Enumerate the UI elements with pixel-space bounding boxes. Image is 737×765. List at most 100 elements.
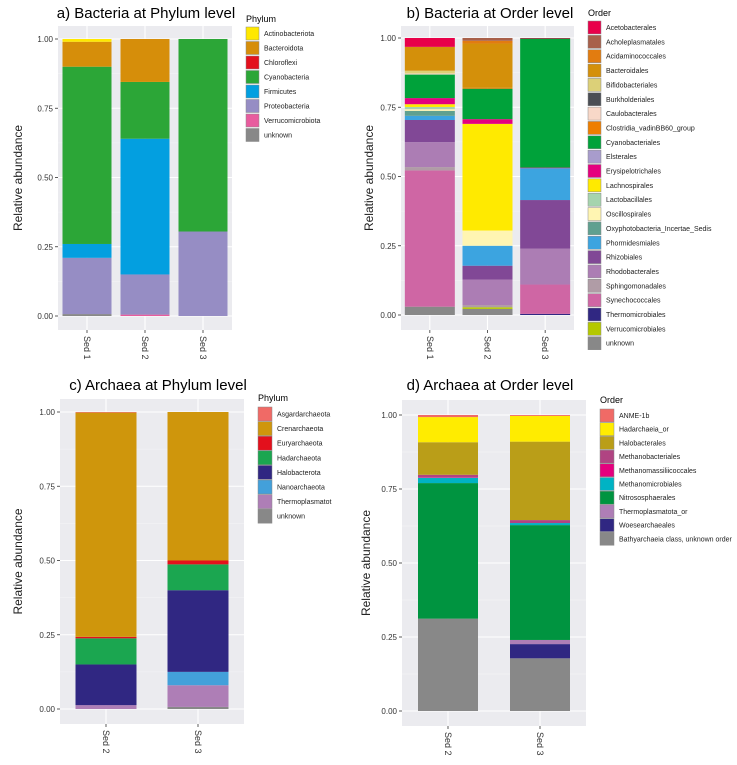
y-tick-label: 0.50	[380, 173, 396, 182]
legend-swatch	[587, 192, 602, 207]
legend-swatch	[587, 236, 602, 250]
legend-label: Proteobacteria	[264, 104, 310, 111]
legend-label: Actinobacteriota	[264, 31, 314, 38]
bar-segment-cyanobacteria	[120, 81, 170, 139]
legend-swatch	[587, 264, 602, 279]
legend-item: unknown	[257, 508, 305, 524]
legend-item: Rhodobacterales	[587, 264, 659, 279]
bar-segment-methanobacteriales	[510, 520, 570, 524]
legend-label: unknown	[277, 514, 305, 521]
panel-c: 0.00 0.25 0.50 0.75 1.00 Sed 2 Sed 3 c) Archaea…	[11, 377, 332, 754]
legend-swatch	[245, 99, 260, 113]
legend-item: Cyanobacteriales	[587, 135, 661, 150]
legend-label: Rhizobiales	[606, 255, 643, 262]
x-tick-label: Sed 2	[140, 336, 150, 360]
legend-swatch	[587, 336, 602, 350]
bar-segment-caulobacterales	[404, 73, 455, 75]
legend-swatch	[257, 465, 273, 480]
bar-segment-hadarchaeota	[75, 638, 137, 665]
y-tick-label: 0.50	[381, 559, 397, 568]
bar-segment-halobacterales	[418, 442, 478, 475]
legend-label: Crenarchaeota	[277, 426, 323, 433]
legend-label: Bathyarchaeia class, unknown order	[619, 536, 733, 543]
bar-segment-rhodobacterales	[462, 279, 513, 306]
bar-segment-bathyarchaeia-class-unknown-order	[510, 658, 570, 711]
legend-label: Thermoplasmatota_or	[619, 509, 688, 516]
legend-item: Bacteroidales	[587, 63, 649, 78]
y-tick-label: 0.75	[37, 104, 53, 113]
y-tick-label: 0.50	[37, 174, 53, 183]
legend-label: Verrucomicrobiales	[606, 326, 666, 333]
bar-segment-bifidobacteriales	[404, 70, 455, 74]
bar-segment-nanoarchaeota	[167, 671, 229, 686]
y-tick-label: 1.00	[381, 411, 397, 420]
bar-segment-woesearchaeales	[510, 644, 570, 659]
legend-item: Thermomicrobiales	[587, 307, 666, 322]
bar-segment-cyanobacteriales	[404, 74, 455, 99]
legend-item: Verrucomicrobiota	[245, 113, 321, 128]
bar-segment-cyanobacteria	[62, 66, 112, 244]
legend-label: Caulobacterales	[606, 111, 657, 118]
bar-segment-erysipelotrichales	[520, 167, 571, 169]
legend-item: Hadarchaeia_or	[599, 422, 669, 436]
legend-swatch	[245, 113, 260, 128]
bar-segment-bacteroidota	[120, 39, 170, 82]
legend-label: ANME-1b	[619, 413, 649, 420]
legend: Order ANME-1b Hadarchaeia_or Halobacterales…	[599, 395, 733, 546]
bar-segment-lactobacillales	[404, 106, 455, 110]
legend-label: Erysipelotrichales	[606, 169, 661, 176]
legend-label: Thermomicrobiales	[606, 312, 666, 319]
bar-segment-firmicutes	[62, 243, 112, 258]
legend-label: Lactobacillales	[606, 197, 652, 204]
bar-segment-verrucomicrobiales	[462, 307, 513, 309]
legend-label: Oscillospirales	[606, 212, 652, 219]
bar-segment-oscillospirales	[404, 109, 455, 111]
legend-label: Bifidobacteriales	[606, 82, 658, 89]
legend-swatch	[587, 49, 602, 63]
legend-item: Synechococcales	[587, 293, 661, 307]
legend-label: Phormidesmiales	[606, 240, 660, 247]
bar-segment-cyanobacteria	[178, 39, 228, 232]
bar-segment-sphingomonadales	[404, 167, 455, 171]
legend-item: Hadarchaeota	[257, 450, 321, 466]
legend-item: Woesearchaeales	[599, 518, 675, 532]
bar-segment-euryarchaeota	[75, 636, 137, 639]
legend-label: unknown	[264, 133, 292, 140]
legend-swatch	[599, 436, 615, 450]
legend-swatch	[245, 128, 260, 142]
legend-item: Rhizobiales	[587, 250, 643, 264]
legend-item: Erysipelotrichales	[587, 164, 661, 178]
bar-segment-acidaminococcales	[462, 40, 513, 44]
legend-swatch	[587, 250, 602, 264]
y-tick-label: 0.75	[39, 482, 55, 491]
legend-item: Sphingomonadales	[587, 279, 666, 293]
bar-segment-cyanobacteriales	[462, 88, 513, 120]
legend-swatch	[587, 221, 602, 236]
bar-segment-bacteroidales	[404, 46, 455, 71]
y-tick-label: 0.00	[37, 312, 53, 321]
bar-segment-sphingomonadales	[462, 305, 513, 308]
legend-label: Nitrososphaerales	[619, 495, 676, 502]
bar-segment-unknown	[167, 706, 229, 709]
legend-swatch	[587, 307, 602, 322]
y-tick-label: 1.00	[37, 35, 53, 44]
y-tick-label: 0.25	[380, 242, 396, 251]
legend-swatch	[257, 435, 273, 451]
bar-segment-thermomicrobiales	[520, 313, 571, 315]
legend-item: Lactobacillales	[587, 192, 652, 207]
legend-swatch	[257, 406, 273, 422]
legend-item: Methanomassiliicoccales	[599, 463, 697, 478]
legend-item: Methanobacteriales	[599, 449, 681, 464]
bar-segment-asgardarchaeota	[75, 412, 137, 413]
legend-swatch	[599, 490, 615, 505]
legend-swatch	[599, 477, 615, 491]
bar-segment-unknown	[62, 314, 112, 316]
legend-item: Proteobacteria	[245, 99, 310, 113]
bar-segment-rhizobiales	[520, 200, 571, 249]
y-tick-label: 1.00	[39, 408, 55, 417]
bar-segment-nitrososphaerales	[418, 483, 478, 619]
legend-swatch	[599, 504, 615, 519]
legend-swatch	[587, 279, 602, 293]
legend-swatch	[587, 20, 602, 35]
